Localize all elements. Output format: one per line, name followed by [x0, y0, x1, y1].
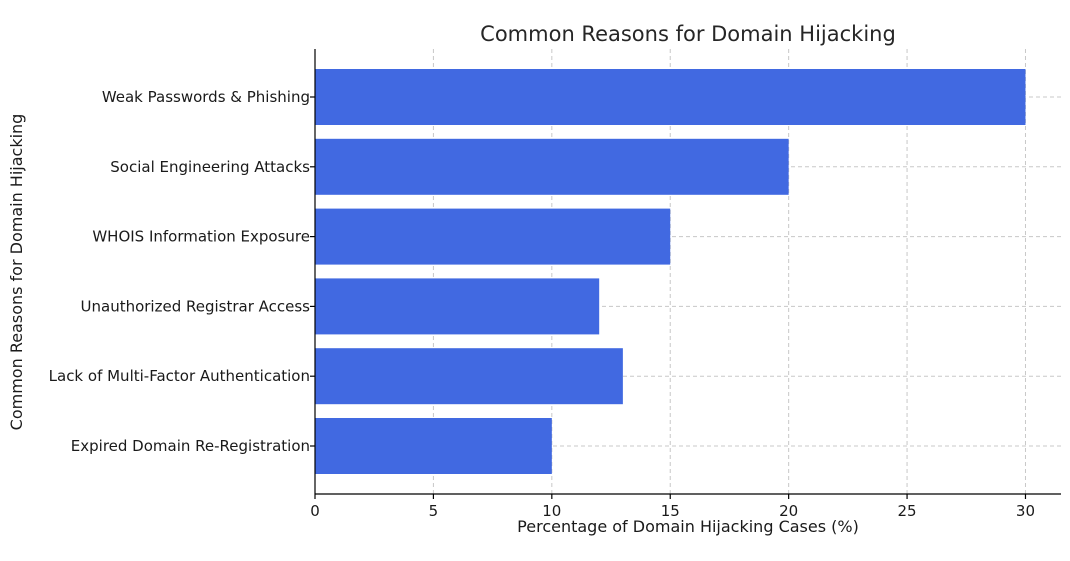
- y-tick-label: Expired Domain Re-Registration: [71, 437, 310, 455]
- bar: [315, 418, 552, 474]
- bar: [315, 138, 789, 195]
- y-tick-label: Social Engineering Attacks: [110, 158, 310, 176]
- y-tick-label: WHOIS Information Exposure: [92, 228, 310, 246]
- x-tick-labels: 0 5 10 15 20 25 30: [310, 494, 1035, 520]
- bar: [315, 208, 671, 265]
- y-tick-label: Weak Passwords & Phishing: [102, 88, 310, 106]
- bar: [315, 69, 1026, 125]
- y-axis-label: Common Reasons for Domain Hijacking: [7, 114, 26, 431]
- x-tick-label: 20: [779, 502, 798, 520]
- y-tick-label: Unauthorized Registrar Access: [81, 297, 311, 315]
- x-tick-label: 5: [429, 502, 439, 520]
- x-tick-label: 25: [898, 502, 917, 520]
- x-tick-label: 0: [310, 502, 320, 520]
- axes: [314, 49, 1061, 495]
- y-tick-label: Lack of Multi-Factor Authentication: [49, 367, 310, 385]
- x-axis-label: Percentage of Domain Hijacking Cases (%): [517, 517, 859, 536]
- bar: [315, 278, 600, 335]
- x-tick-label: 15: [661, 502, 680, 520]
- bars: [315, 69, 1026, 474]
- chart-title: Common Reasons for Domain Hijacking: [480, 22, 896, 46]
- x-tick-label: 30: [1016, 502, 1035, 520]
- y-tick-labels: Weak Passwords & Phishing Social Engineer…: [49, 88, 315, 455]
- x-tick-label: 10: [542, 502, 561, 520]
- bar: [315, 348, 623, 405]
